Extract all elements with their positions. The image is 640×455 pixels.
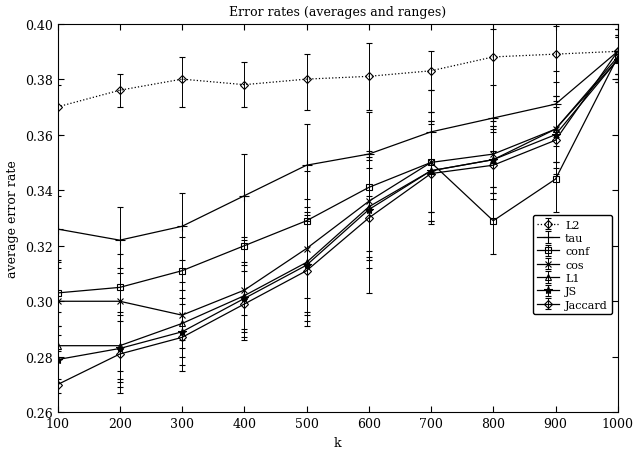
Title: Error rates (averages and ranges): Error rates (averages and ranges) (229, 6, 446, 19)
Legend: L2, tau, conf, cos, L1, JS, Jaccard: L2, tau, conf, cos, L1, JS, Jaccard (532, 216, 612, 314)
Y-axis label: average error rate: average error rate (6, 160, 19, 277)
X-axis label: k: k (334, 436, 342, 449)
